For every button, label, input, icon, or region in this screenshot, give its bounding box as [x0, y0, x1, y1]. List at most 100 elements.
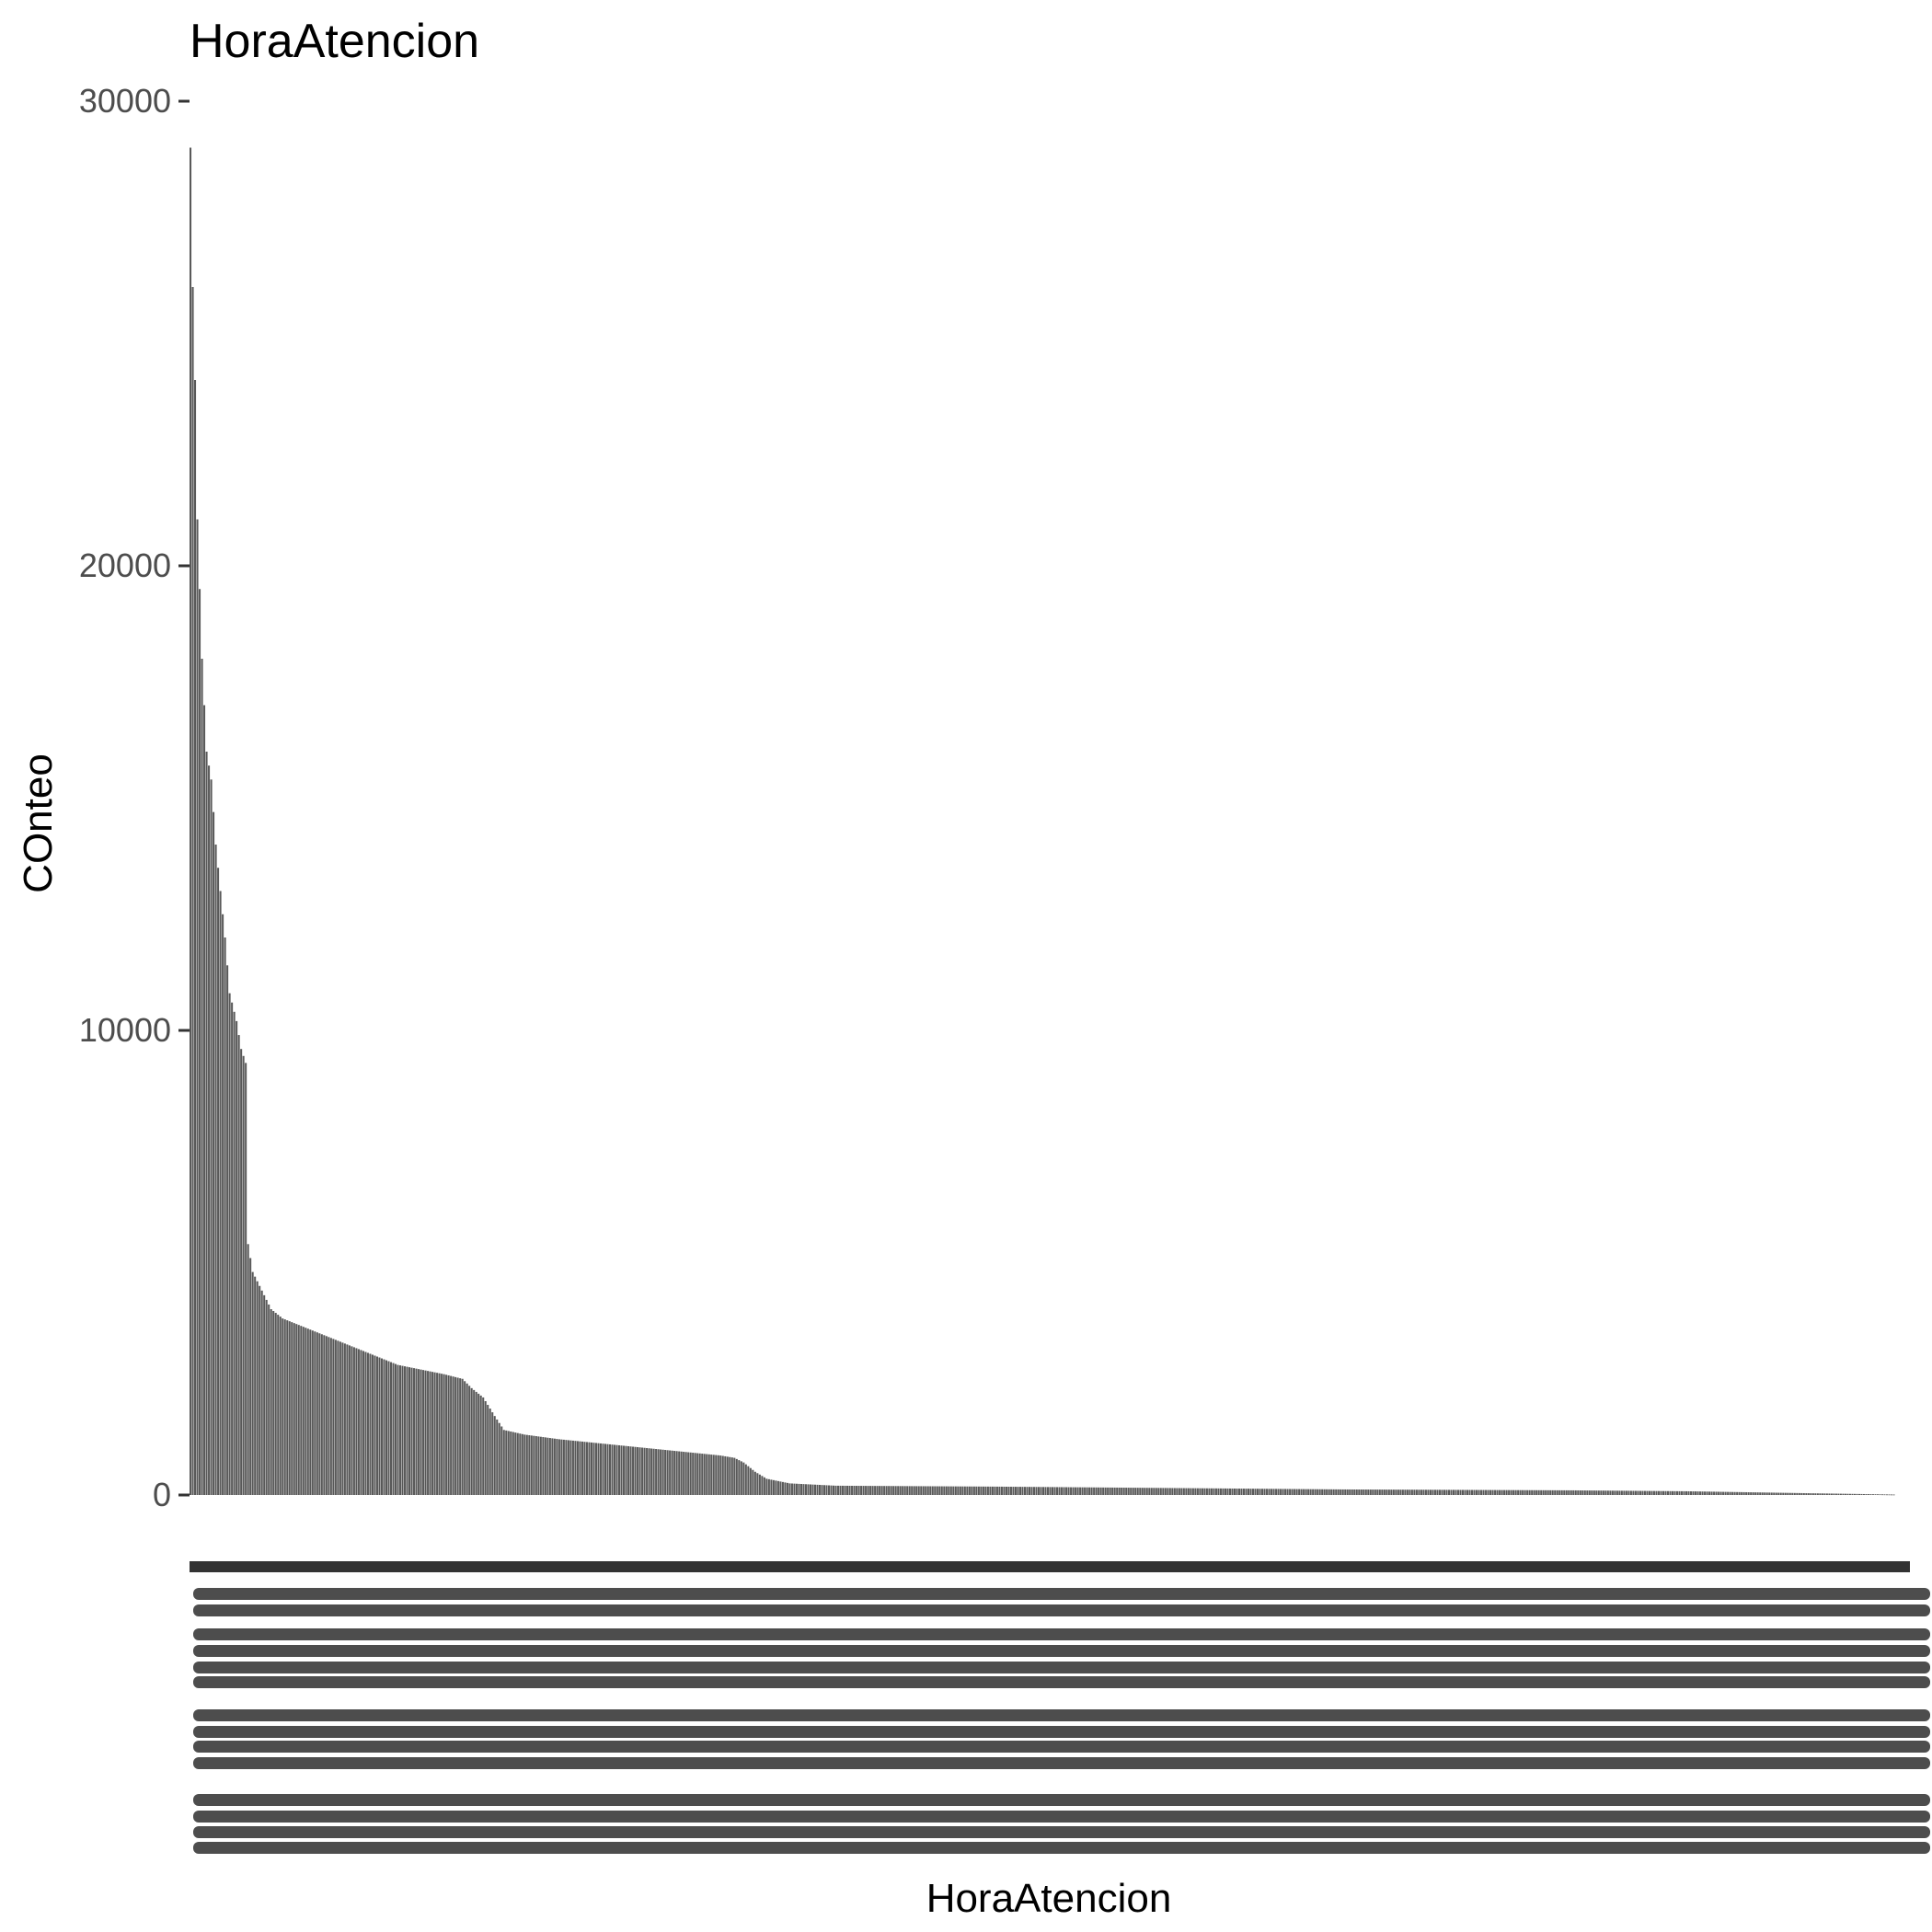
- bar: [1476, 1489, 1478, 1495]
- bar: [1747, 1492, 1750, 1495]
- bar: [190, 147, 192, 1495]
- bar: [687, 1452, 690, 1495]
- bar: [1844, 1493, 1846, 1495]
- bar: [1134, 1488, 1137, 1495]
- bar: [1586, 1490, 1589, 1495]
- bar: [936, 1486, 938, 1495]
- bar: [1303, 1489, 1305, 1495]
- bar: [1568, 1489, 1570, 1495]
- bar: [519, 1433, 522, 1495]
- bar: [1533, 1489, 1535, 1495]
- bar: [1153, 1488, 1156, 1495]
- bar: [1176, 1488, 1179, 1495]
- bar: [1450, 1489, 1453, 1495]
- bar: [1441, 1489, 1443, 1495]
- bar: [929, 1486, 932, 1495]
- bar: [915, 1486, 918, 1495]
- bar: [240, 1049, 243, 1495]
- bar: [1312, 1489, 1315, 1495]
- bar: [925, 1486, 927, 1495]
- bar: [694, 1453, 696, 1495]
- bar: [1784, 1492, 1787, 1495]
- bar: [325, 1336, 328, 1495]
- bar: [1846, 1493, 1849, 1495]
- bar: [270, 1309, 272, 1495]
- bar: [201, 659, 203, 1495]
- bar: [1788, 1492, 1791, 1495]
- x-tick-label-band: [193, 1709, 1930, 1721]
- bar: [989, 1486, 992, 1495]
- bar: [1816, 1493, 1819, 1495]
- bar: [332, 1339, 335, 1495]
- bar: [804, 1484, 807, 1495]
- bar: [660, 1449, 662, 1495]
- bar: [1629, 1490, 1632, 1495]
- bar: [1102, 1487, 1105, 1495]
- bar: [1752, 1492, 1754, 1495]
- bar: [1602, 1490, 1604, 1495]
- bar: [1217, 1488, 1220, 1495]
- bar: [758, 1474, 761, 1495]
- y-axis-title: COnteo: [16, 753, 61, 893]
- bar: [611, 1444, 614, 1495]
- bar: [1272, 1489, 1275, 1495]
- bar: [945, 1486, 948, 1495]
- bar: [730, 1457, 733, 1495]
- bar: [535, 1436, 537, 1495]
- bar: [1857, 1493, 1860, 1495]
- bar: [210, 779, 213, 1495]
- bar: [871, 1486, 874, 1495]
- bar: [224, 937, 226, 1495]
- bar: [1683, 1490, 1685, 1495]
- bar: [1879, 1494, 1881, 1496]
- bar: [1867, 1494, 1869, 1495]
- bar: [1291, 1489, 1294, 1495]
- bar: [703, 1454, 706, 1495]
- bar: [1833, 1493, 1835, 1495]
- bar: [546, 1437, 549, 1495]
- bar: [468, 1386, 471, 1495]
- bar: [516, 1432, 519, 1495]
- bar: [1823, 1493, 1826, 1495]
- bar: [1810, 1493, 1812, 1495]
- bar: [934, 1486, 937, 1495]
- bar: [749, 1467, 752, 1495]
- x-tick-labels: [190, 1561, 1930, 1854]
- bar: [362, 1351, 364, 1495]
- x-axis-title: HoraAtencion: [926, 1876, 1172, 1921]
- bar: [574, 1441, 577, 1495]
- bar: [862, 1486, 865, 1495]
- bar: [1657, 1490, 1660, 1495]
- bar: [383, 1359, 385, 1495]
- bar: [1634, 1490, 1637, 1495]
- bar: [629, 1446, 632, 1495]
- bar: [422, 1370, 425, 1495]
- bar: [637, 1446, 639, 1495]
- bar: [1639, 1490, 1641, 1495]
- bar: [1805, 1493, 1808, 1495]
- bar: [1413, 1489, 1416, 1495]
- bar: [1551, 1489, 1554, 1495]
- bar: [1376, 1489, 1379, 1495]
- bar: [1231, 1488, 1234, 1495]
- bar: [772, 1479, 775, 1495]
- bar: [351, 1346, 353, 1495]
- bar: [729, 1456, 731, 1495]
- bar: [251, 1271, 254, 1495]
- bar: [848, 1485, 851, 1495]
- bar: [397, 1364, 399, 1495]
- bar: [1190, 1488, 1192, 1495]
- bar: [1750, 1492, 1753, 1495]
- bar: [339, 1341, 341, 1495]
- bar: [1664, 1490, 1667, 1495]
- bar: [288, 1321, 291, 1495]
- bar: [673, 1451, 676, 1495]
- bar: [888, 1486, 891, 1495]
- bar: [799, 1484, 802, 1495]
- bar: [385, 1360, 388, 1495]
- bar: [1588, 1490, 1591, 1495]
- bar: [256, 1281, 259, 1495]
- bar: [683, 1452, 685, 1495]
- bar: [733, 1457, 736, 1495]
- bar: [231, 1002, 234, 1495]
